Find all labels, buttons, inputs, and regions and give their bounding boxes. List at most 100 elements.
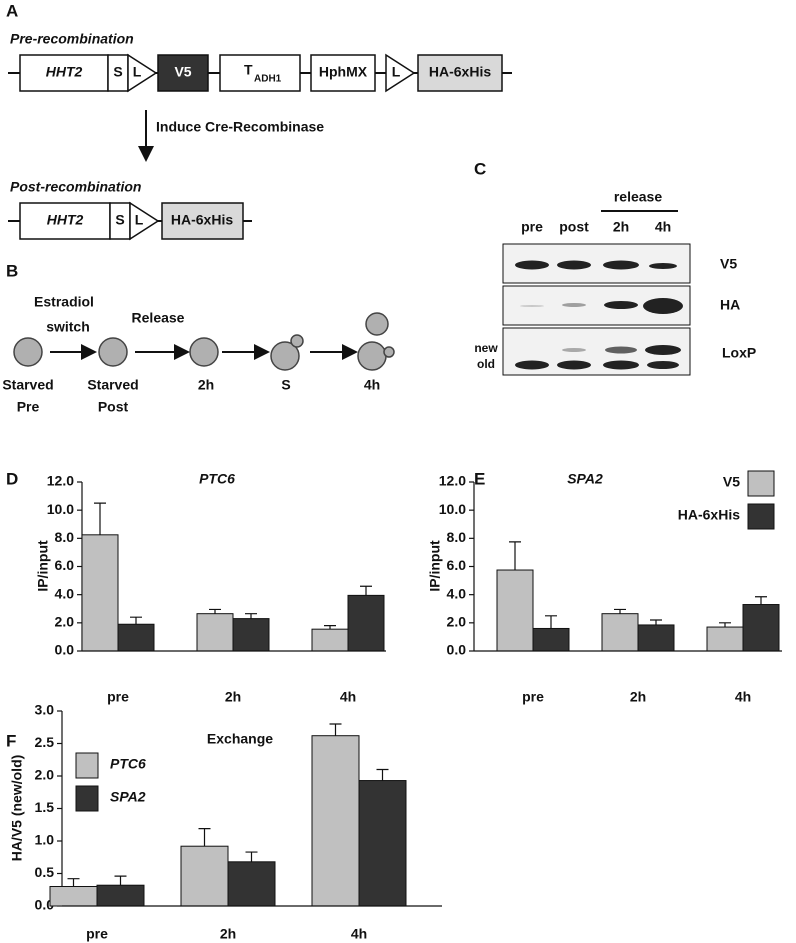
band-label: new: [474, 341, 498, 355]
legend-label: V5: [723, 474, 740, 490]
construct-title: Pre-recombination: [10, 31, 134, 47]
y-tick-label: 12.0: [439, 473, 466, 489]
y-tick-label: 0.0: [447, 642, 467, 658]
bar: [311, 628, 349, 652]
x-tick-label: 4h: [340, 689, 356, 705]
stage-label: 4h: [364, 377, 380, 393]
error-bar: [324, 625, 336, 630]
y-tick-label: 6.0: [55, 557, 75, 573]
error-bar: [245, 613, 257, 619]
stage-label: Starved: [87, 377, 138, 393]
panel-label: D: [6, 469, 18, 488]
y-tick-label: 2.5: [35, 734, 55, 750]
bar: [96, 884, 145, 907]
bar: [196, 613, 234, 652]
legend-swatch: [747, 503, 775, 530]
error-bar: [509, 541, 521, 571]
panel-c: C release pre post 2h 4h V5 HA LoxP new …: [474, 159, 756, 376]
x-tick-label: 2h: [630, 689, 646, 705]
legend-swatch: [747, 470, 775, 497]
loxp-triangle: [385, 53, 416, 93]
error-bar: [329, 723, 342, 736]
y-tick-label: 4.0: [447, 585, 467, 601]
marker-label: HphMX: [319, 64, 368, 80]
panel-label: E: [474, 469, 485, 488]
legend-swatch: [75, 752, 99, 779]
loxp-triangle: [127, 53, 158, 93]
y-tick-label: 4.0: [55, 585, 75, 601]
arrow-label: Induce Cre-Recombinase: [156, 119, 324, 135]
lane-label: pre: [521, 219, 543, 235]
panel-label: A: [6, 1, 18, 20]
error-bar: [198, 828, 211, 847]
x-tick-label: pre: [522, 689, 544, 705]
gene-box: [19, 202, 111, 240]
y-tick-label: 6.0: [447, 557, 467, 573]
x-tick-label: 2h: [220, 926, 236, 942]
chart-title: SPA2: [567, 471, 603, 487]
error-bar: [650, 619, 662, 625]
loxp-label: L: [392, 64, 401, 80]
y-tick-label: 1.5: [35, 799, 55, 815]
marker-box: [310, 54, 376, 92]
y-tick-label: 10.0: [47, 501, 74, 517]
tag-label: HA-6xHis: [171, 212, 233, 228]
error-bar: [376, 768, 389, 781]
chart-title: PTC6: [199, 471, 235, 487]
gene-label: HHT2: [47, 212, 84, 228]
construct-title: Post-recombination: [10, 179, 141, 195]
panel-label: F: [6, 731, 16, 750]
panel-b: B Estradiol switch Release Starved Pre S…: [2, 261, 395, 415]
y-tick-label: 10.0: [439, 501, 466, 517]
terminator-subscript: ADH1: [254, 74, 282, 85]
error-bar: [614, 608, 626, 614]
step-label: Estradiol: [34, 294, 94, 310]
legend-swatch: [75, 785, 99, 812]
stage-label: 2h: [198, 377, 214, 393]
cells: [13, 312, 395, 371]
group-label: release: [614, 189, 662, 205]
y-tick-label: 1.0: [35, 832, 55, 848]
panel-label: B: [6, 261, 18, 280]
bar: [180, 845, 229, 907]
error-bar: [360, 585, 372, 596]
y-tick-label: 8.0: [447, 529, 467, 545]
error-bar: [209, 608, 221, 614]
step-label: Release: [132, 310, 185, 326]
x-tick-label: 4h: [735, 689, 751, 705]
bar: [232, 618, 270, 652]
lane-label: 2h: [613, 219, 629, 235]
error-bar: [245, 851, 258, 862]
tag-box: [161, 202, 244, 240]
x-tick-label: pre: [107, 689, 129, 705]
loxp-label: L: [133, 64, 142, 80]
tag-label: HA-6xHis: [429, 64, 491, 80]
bar: [347, 594, 385, 652]
y-tick-label: 3.0: [35, 702, 55, 718]
loxp-triangle: [129, 201, 160, 241]
error-bar: [545, 615, 557, 629]
y-tick-label: 2.0: [55, 614, 75, 630]
tag-box: [157, 54, 209, 92]
gene-label: HHT2: [46, 64, 83, 80]
bar: [227, 861, 276, 907]
terminator-box: [219, 54, 301, 92]
tag-label: S: [113, 64, 122, 80]
error-bar: [94, 502, 106, 535]
stage-label: Starved: [2, 377, 53, 393]
y-tick-label: 0.0: [55, 642, 75, 658]
chart-title: Exchange: [207, 731, 273, 747]
tag-label: V5: [174, 64, 191, 80]
y-tick-label: 2.0: [447, 614, 467, 630]
stage-label: Post: [98, 399, 129, 415]
legend-label: PTC6: [110, 756, 146, 772]
x-tick-label: 2h: [225, 689, 241, 705]
bar: [532, 627, 570, 652]
bar: [706, 626, 744, 652]
bar: [49, 886, 98, 907]
error-bar: [130, 616, 142, 625]
y-axis-label: IP/input: [427, 540, 443, 592]
stage-label: Pre: [17, 399, 40, 415]
y-axis-label: HA/V5 (new/old): [9, 755, 25, 862]
blot-label: HA: [720, 297, 740, 313]
